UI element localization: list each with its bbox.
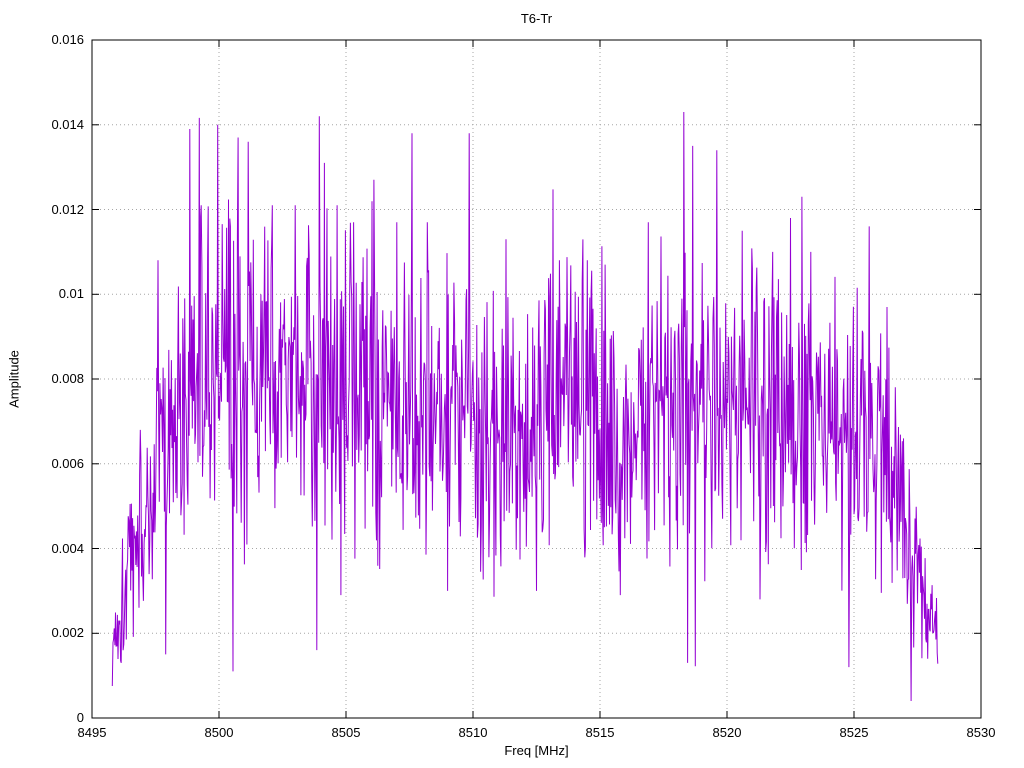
x-tick-label: 8505 <box>331 725 361 740</box>
y-tick-label: 0 <box>76 710 84 725</box>
y-axis-label: Amplitude <box>6 350 22 408</box>
x-tick-label: 8530 <box>966 725 996 740</box>
x-tick-label: 8525 <box>839 725 869 740</box>
series-line <box>111 111 939 702</box>
y-tick-label: 0.012 <box>51 201 84 217</box>
y-tick-label: 0.004 <box>51 540 84 556</box>
y-tick-label: 0.016 <box>51 32 84 47</box>
x-axis-label: Freq [MHz] <box>504 743 569 758</box>
x-tick-label: 8495 <box>77 725 107 740</box>
x-tick-label: 8515 <box>585 725 615 740</box>
y-tick-label: 0.008 <box>51 371 84 386</box>
x-tick-label: 8500 <box>204 725 234 740</box>
x-tick-label: 8520 <box>712 725 742 740</box>
x-tick-label: 8510 <box>458 725 488 740</box>
y-tick-label: 0.002 <box>51 625 84 641</box>
y-tick-label: 0.006 <box>51 455 84 471</box>
chart-title: T6-Tr <box>520 11 553 26</box>
y-tick-label: 0.014 <box>51 116 84 132</box>
y-tick-label: 0.01 <box>58 286 84 302</box>
